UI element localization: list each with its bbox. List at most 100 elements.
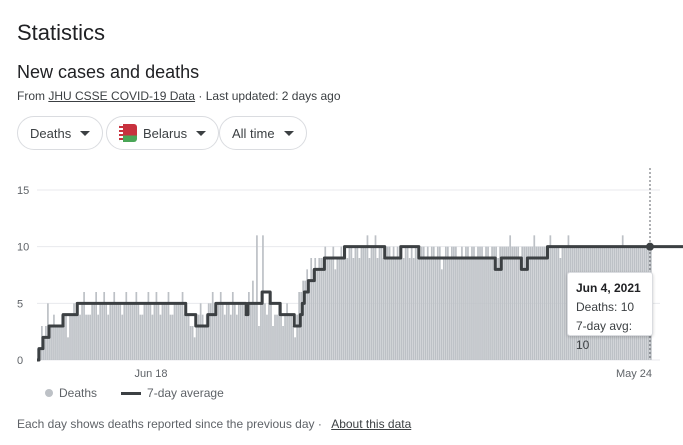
death-bar	[191, 326, 194, 360]
death-bar	[372, 246, 375, 360]
death-bar	[49, 326, 51, 360]
death-bar	[231, 292, 234, 360]
death-bar	[239, 303, 242, 360]
death-bar	[350, 246, 353, 360]
range-dropdown[interactable]: All time	[219, 116, 307, 150]
death-bar	[336, 258, 339, 360]
death-bar	[509, 235, 512, 360]
death-bar	[272, 326, 274, 360]
death-bar	[541, 246, 544, 360]
death-bar	[525, 246, 528, 360]
death-bar	[143, 303, 146, 360]
death-bar	[75, 314, 77, 360]
death-bar	[157, 303, 160, 360]
death-bar	[469, 258, 471, 360]
death-bar	[187, 314, 190, 360]
death-bar	[455, 246, 457, 360]
belarus-flag-icon	[119, 124, 137, 142]
death-bar	[529, 246, 532, 360]
death-bar	[485, 246, 487, 360]
death-bar	[561, 246, 564, 360]
death-bar	[51, 326, 53, 360]
death-bar	[133, 303, 136, 360]
death-bar	[404, 246, 407, 360]
death-bar	[219, 292, 222, 360]
death-bar	[414, 246, 417, 360]
death-bar	[127, 303, 130, 360]
death-bar	[242, 303, 244, 360]
death-bar	[475, 258, 477, 360]
death-bar	[380, 246, 383, 360]
death-bar	[322, 258, 325, 360]
death-bar	[57, 326, 59, 360]
death-bar	[195, 326, 198, 360]
death-bar	[235, 314, 238, 360]
death-bar	[388, 246, 391, 360]
death-bar	[424, 258, 427, 360]
death-bar	[465, 246, 467, 360]
death-bar	[167, 292, 170, 360]
death-bar	[426, 246, 429, 360]
source-link[interactable]: JHU CSSE COVID-19 Data	[48, 89, 196, 103]
death-bar	[513, 246, 516, 360]
region-label: Belarus	[143, 125, 188, 141]
death-bar	[276, 314, 278, 360]
death-bar	[440, 269, 443, 360]
death-bar	[147, 292, 150, 360]
chart-tooltip: Jun 4, 2021 Deaths: 10 7-day avg: 10	[567, 272, 653, 352]
death-bar	[463, 258, 465, 360]
death-bar	[547, 246, 550, 360]
about-data-link[interactable]: About this data	[331, 417, 412, 431]
death-bar	[121, 314, 124, 360]
death-bar	[296, 314, 298, 360]
death-bar	[177, 303, 180, 360]
death-bar	[348, 246, 351, 360]
death-bar	[153, 303, 156, 360]
death-bar	[499, 246, 501, 360]
death-bar	[280, 314, 282, 360]
death-bar	[131, 303, 134, 360]
death-bar	[382, 258, 385, 360]
death-bar	[221, 303, 224, 360]
death-bar	[497, 258, 499, 360]
death-bar	[288, 314, 290, 360]
death-bar	[487, 246, 489, 360]
death-bar	[201, 314, 204, 360]
footer-separator: ·	[317, 417, 326, 431]
death-bar	[310, 258, 313, 360]
death-bar	[207, 303, 210, 360]
death-bar	[428, 258, 431, 360]
death-bar	[320, 258, 323, 360]
death-bar	[223, 314, 226, 360]
metric-dropdown[interactable]: Deaths	[17, 116, 104, 150]
death-bar	[398, 258, 401, 360]
y-tick-label: 10	[17, 242, 29, 254]
death-bar	[340, 246, 343, 360]
death-bar	[252, 280, 254, 360]
death-bar	[69, 314, 71, 360]
death-bar	[237, 303, 240, 360]
death-bar	[334, 269, 337, 360]
death-bar	[447, 246, 449, 360]
death-bar	[73, 303, 75, 360]
death-bar	[115, 303, 118, 360]
death-bar	[264, 303, 266, 360]
death-bar	[217, 303, 220, 360]
death-bar	[378, 246, 381, 360]
y-tick-label: 5	[17, 298, 23, 310]
metric-label: Deaths	[30, 125, 72, 141]
death-bar	[165, 303, 168, 360]
death-bar	[248, 292, 250, 360]
death-bar	[109, 303, 112, 360]
footer-note: Each day shows deaths reported since the…	[17, 417, 411, 431]
death-bar	[173, 303, 176, 360]
region-dropdown[interactable]: Belarus	[106, 116, 220, 150]
chevron-down-icon	[196, 130, 207, 136]
death-bar	[453, 246, 455, 360]
average-legend-swatch	[121, 391, 142, 395]
death-bar	[481, 246, 483, 360]
death-bar	[225, 303, 228, 360]
death-bar	[282, 326, 284, 360]
death-bar	[368, 258, 371, 360]
